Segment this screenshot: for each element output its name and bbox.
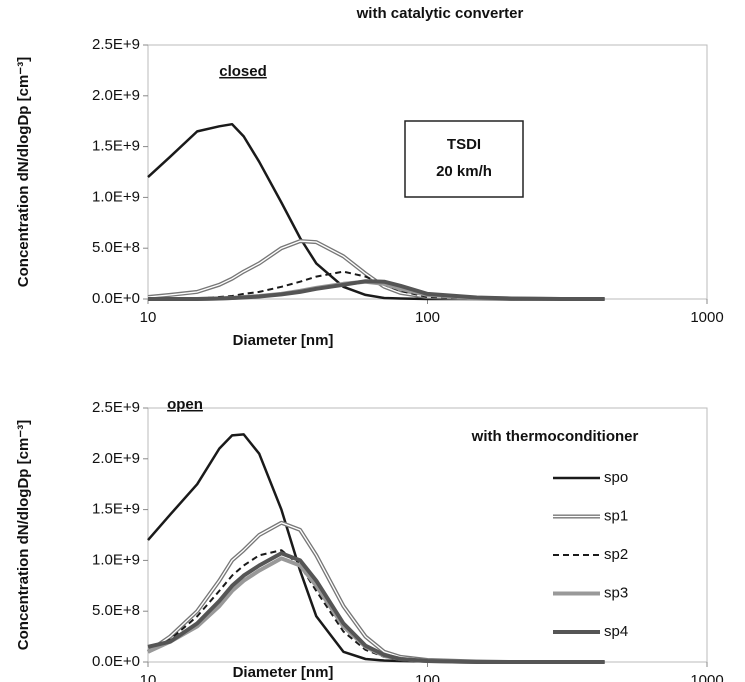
y-axis-label: Concentration dN/dlogDp [cm⁻³]: [15, 420, 32, 650]
series-line: [147, 551, 605, 664]
y-tick-label: 1.0E+9: [92, 188, 140, 205]
box-text: 20 km/h: [436, 163, 492, 180]
series-line: [146, 520, 605, 664]
legend-label: sp3: [604, 584, 628, 601]
legend-label: sp2: [604, 546, 628, 563]
x-axis-label: Diameter [nm]: [233, 332, 334, 349]
y-tick-label: 1.5E+9: [92, 501, 140, 518]
chart-title: with catalytic converter: [356, 5, 524, 22]
y-tick-label: 2.5E+9: [92, 399, 140, 416]
y-tick-label: 0.0E+0: [92, 290, 140, 307]
y-tick-label: 2.0E+9: [92, 87, 140, 104]
y-tick-label: 5.0E+8: [92, 602, 140, 619]
y-tick-label: 0.0E+0: [92, 653, 140, 670]
series-line: [148, 279, 605, 301]
note: with thermoconditioner: [471, 428, 639, 445]
y-axis-label: Concentration dN/dlogDp [cm⁻³]: [15, 57, 32, 287]
y-tick-label: 1.0E+9: [92, 551, 140, 568]
x-tick-label: 1000: [690, 309, 723, 326]
legend-label: sp4: [604, 623, 628, 640]
series-line: [147, 122, 605, 301]
x-tick-label: 100: [415, 309, 440, 326]
y-tick-label: 5.0E+8: [92, 239, 140, 256]
x-tick-label: 10: [140, 672, 157, 682]
y-tick-label: 2.0E+9: [92, 450, 140, 467]
annotation: closed: [219, 63, 267, 80]
series-line: [147, 433, 605, 664]
x-axis-label: Diameter [nm]: [233, 664, 334, 681]
y-tick-label: 1.5E+9: [92, 138, 140, 155]
box-text: TSDI: [447, 136, 481, 153]
annotation-box: [404, 120, 524, 198]
x-tick-label: 100: [415, 672, 440, 682]
series-line: [147, 239, 605, 301]
legend-label: spo: [604, 469, 628, 486]
series-line-inner: [147, 522, 605, 663]
series-line-inner: [147, 240, 605, 300]
x-tick-label: 10: [140, 309, 157, 326]
legend-label: sp1: [604, 507, 628, 524]
x-tick-label: 1000: [690, 672, 723, 682]
y-tick-label: 2.5E+9: [92, 36, 140, 53]
annotation: open: [167, 396, 203, 413]
